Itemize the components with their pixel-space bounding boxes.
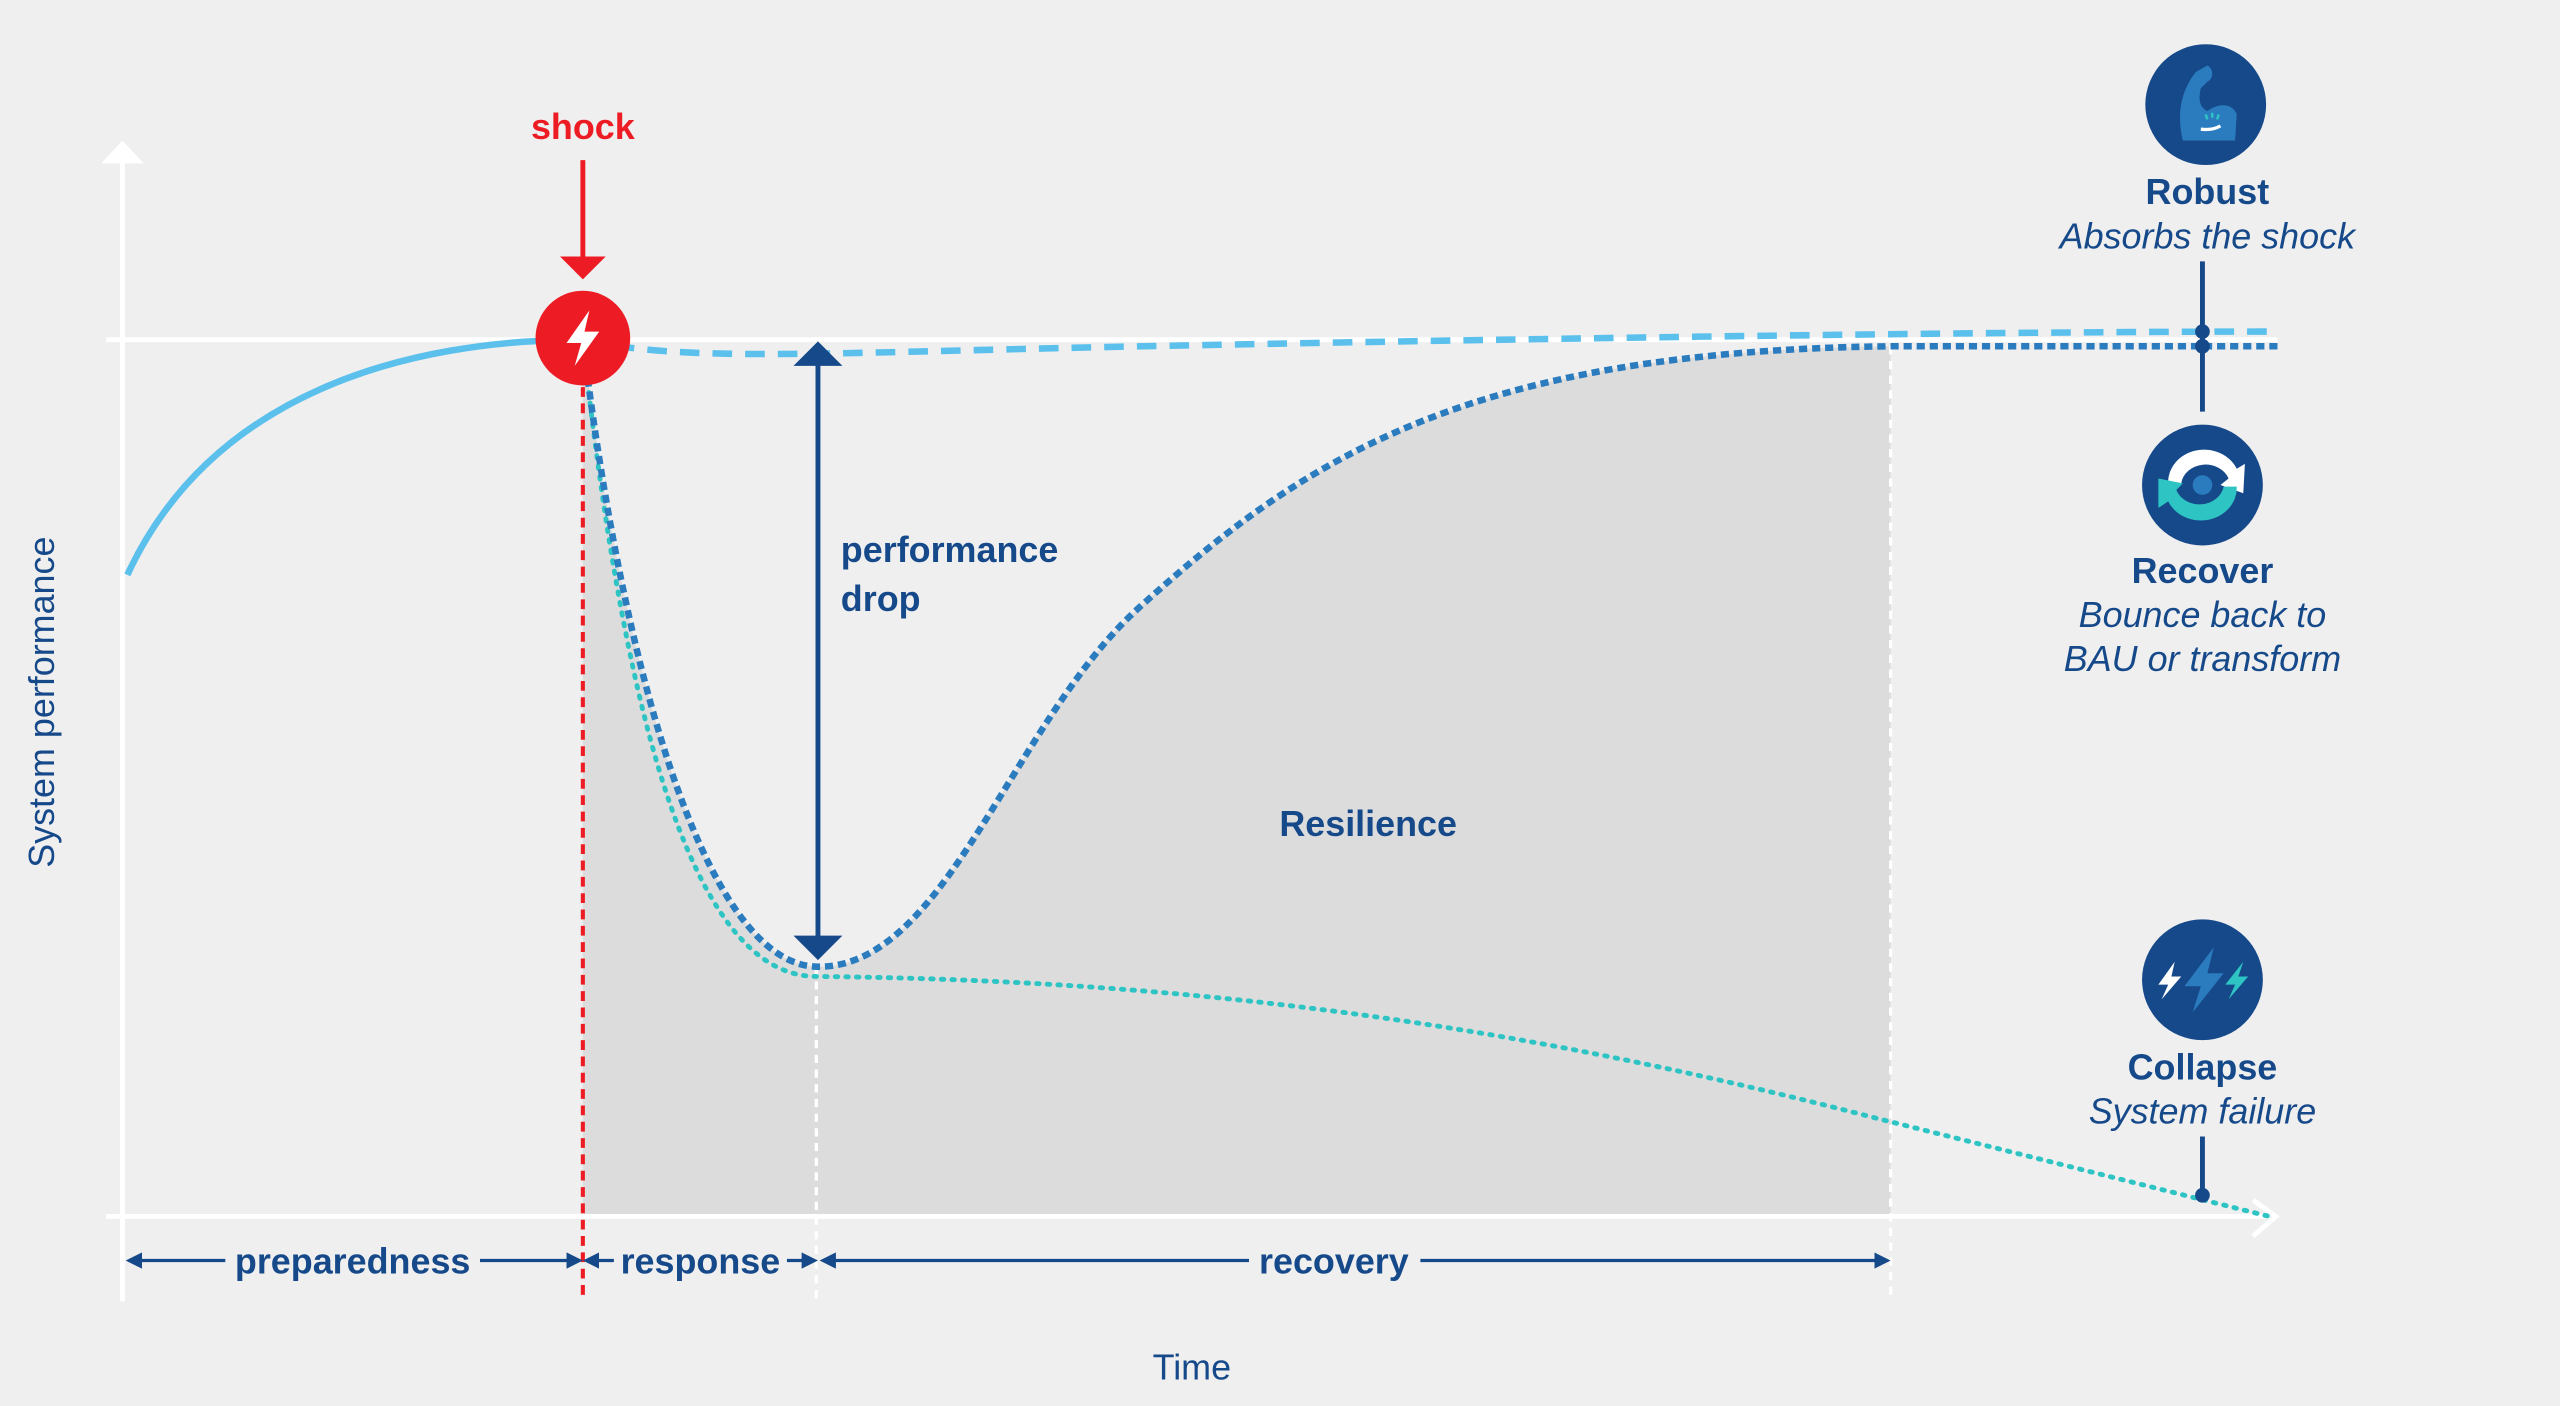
robust-desc: Absorbs the shock (2058, 215, 2357, 256)
collapse-marker (2195, 1187, 2210, 1203)
phase-preparedness: preparedness (235, 1241, 471, 1282)
resilience-label: Resilience (1279, 803, 1457, 844)
robust-title: Robust (2146, 171, 2270, 212)
preparedness-curve (124, 336, 583, 577)
recover-title: Recover (2132, 550, 2274, 591)
recover-curve (579, 339, 2278, 970)
shock-icon (535, 290, 631, 386)
recover-desc-1: Bounce back to (2079, 594, 2327, 635)
performance-drop-label-1: performance (841, 529, 1059, 570)
arrow-down-icon (793, 935, 843, 961)
y-axis-label: System performance (21, 537, 62, 868)
collapse-curve (580, 337, 2272, 1219)
y-axis-arrow-icon (101, 140, 144, 164)
resilience-area (582, 339, 1891, 1217)
collapse-title: Collapse (2128, 1046, 2278, 1087)
performance-drop-label-2: drop (841, 578, 921, 619)
phase-response: response (621, 1241, 781, 1282)
recover-marker (2195, 338, 2210, 354)
arrow-up-icon (793, 341, 843, 366)
recover-desc-2: BAU or transform (2064, 638, 2341, 679)
robust-marker (2195, 324, 2210, 339)
lightning-bolts-icon (2142, 919, 2263, 1041)
x-axis-label: Time (1153, 1347, 1231, 1388)
x-axis-arrow-icon (2251, 1198, 2280, 1238)
phase-recovery: recovery (1259, 1241, 1409, 1282)
shock-arrow-head-icon (560, 256, 606, 280)
cycle-arrows-icon (2142, 424, 2263, 546)
robust-curve (582, 328, 2278, 358)
shock-label: shock (531, 106, 635, 147)
collapse-desc: System failure (2089, 1090, 2316, 1131)
flexed-arm-icon (2145, 44, 2267, 166)
